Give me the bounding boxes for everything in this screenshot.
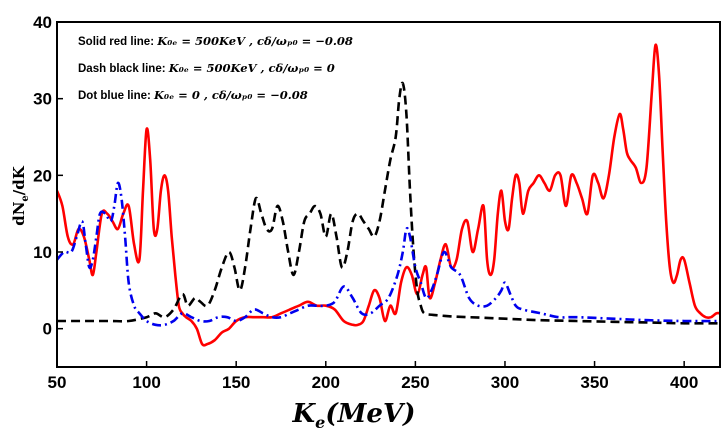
plot-frame [56, 21, 721, 368]
legend-entry-blue: Dot blue line: K₀ₑ = 0 , cδ/ωₚ₀ = −0.08 [78, 88, 308, 102]
series-line-black [57, 81, 720, 325]
y-tick-label: 30 [33, 90, 52, 109]
x-tick-label: 200 [312, 373, 340, 392]
series-layer [57, 43, 720, 347]
legend-entry-red: Solid red line: K₀ₑ = 500KeV , cδ/ωₚ₀ = … [78, 34, 353, 48]
series-line-red [57, 43, 720, 347]
y-tick-label: 20 [33, 166, 52, 185]
y-tick-label: 0 [43, 320, 52, 339]
x-tick-label: 300 [491, 373, 519, 392]
legend-entry-black: Dash black line: K₀ₑ = 500KeV , cδ/ωₚ₀ =… [78, 61, 335, 75]
y-axis-title: dNe/dK [10, 165, 31, 226]
x-tick-label: 50 [48, 373, 67, 392]
x-tick-label: 350 [580, 373, 608, 392]
axis-layer: 50 100 150 200 250 300 350 400 0 10 20 30 40 [33, 13, 698, 392]
legend: Solid red line: K₀ₑ = 500KeV , cδ/ωₚ₀ = … [78, 34, 353, 102]
y-tick-label: 40 [33, 13, 52, 32]
y-tick-label: 10 [33, 243, 52, 262]
x-tick-label: 400 [670, 373, 698, 392]
x-tick-label: 250 [401, 373, 429, 392]
series-line-blue [57, 181, 720, 327]
x-tick-label: 100 [132, 373, 160, 392]
x-axis-title: Ke(MeV) [292, 399, 416, 432]
x-tick-label: 150 [222, 373, 250, 392]
